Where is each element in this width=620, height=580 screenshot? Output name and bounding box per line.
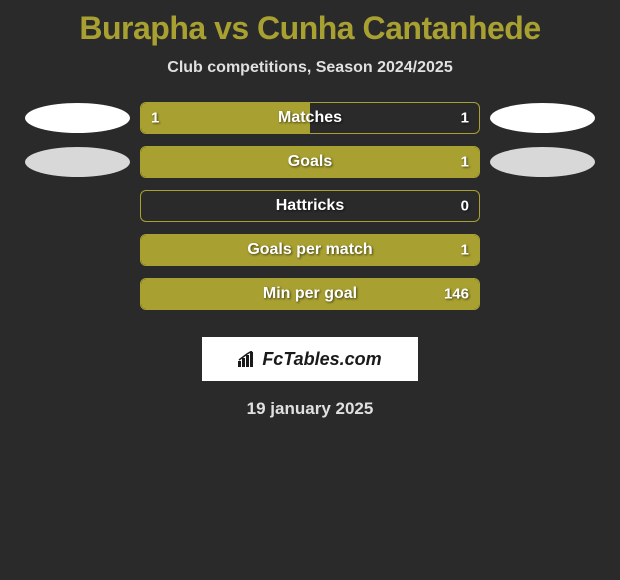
page-title: Burapha vs Cunha Cantanhede — [79, 10, 540, 47]
logo: FcTables.com — [238, 349, 381, 370]
stat-label: Matches — [141, 109, 479, 127]
stat-row-hattricks: Hattricks 0 — [0, 190, 620, 222]
stat-right-value: 1 — [461, 242, 469, 259]
stat-row-goals: Goals 1 — [0, 146, 620, 178]
stat-right-value: 0 — [461, 198, 469, 215]
stat-right-value: 146 — [444, 286, 469, 303]
right-ellipse — [490, 147, 595, 177]
stat-bar: Min per goal 146 — [140, 278, 480, 310]
stat-row-mpg: Min per goal 146 — [0, 278, 620, 310]
footer-date: 19 january 2025 — [247, 399, 374, 419]
stat-label: Hattricks — [141, 197, 479, 215]
logo-box: FcTables.com — [202, 337, 418, 381]
left-ellipse — [25, 103, 130, 133]
stat-right-value: 1 — [461, 110, 469, 127]
stat-row-matches: 1 Matches 1 — [0, 102, 620, 134]
stat-bar: 1 Matches 1 — [140, 102, 480, 134]
stat-label: Goals — [141, 153, 479, 171]
left-ellipse — [25, 147, 130, 177]
stat-label: Min per goal — [141, 285, 479, 303]
page-subtitle: Club competitions, Season 2024/2025 — [167, 59, 452, 77]
logo-text: FcTables.com — [262, 349, 381, 370]
stat-bar: Hattricks 0 — [140, 190, 480, 222]
bar-chart-icon — [238, 351, 258, 367]
right-ellipse — [490, 103, 595, 133]
stat-right-value: 1 — [461, 154, 469, 171]
stat-bar: Goals 1 — [140, 146, 480, 178]
stat-label: Goals per match — [141, 241, 479, 259]
stat-row-gpm: Goals per match 1 — [0, 234, 620, 266]
stat-bar: Goals per match 1 — [140, 234, 480, 266]
